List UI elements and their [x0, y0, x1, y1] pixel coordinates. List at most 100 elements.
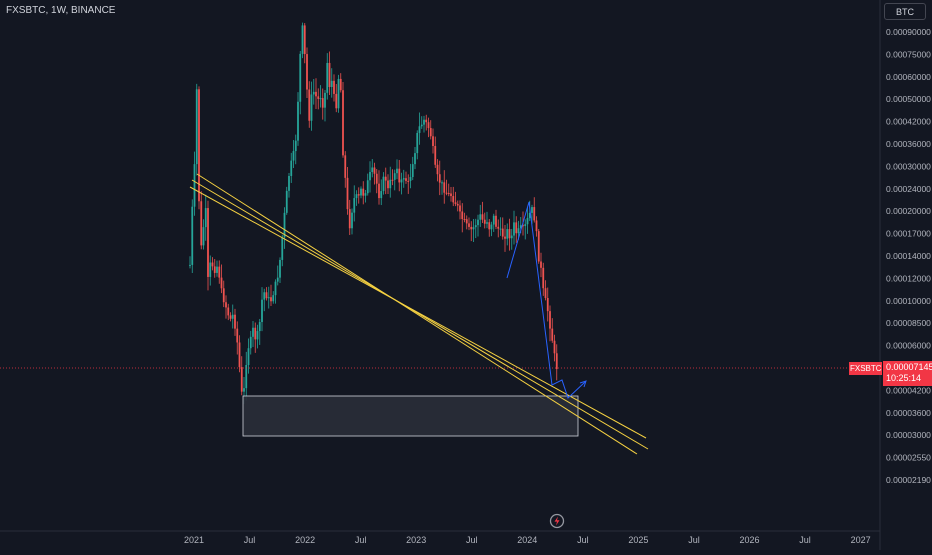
- candle-body: [227, 307, 230, 316]
- candle-body: [357, 194, 360, 196]
- candle-body: [472, 227, 475, 230]
- price-axis[interactable]: 0.00090000 0.00075000 0.00060000 0.00050000…: [886, 27, 931, 485]
- candle-body: [326, 62, 329, 93]
- candle-body: [380, 191, 383, 199]
- candle-body: [544, 288, 547, 298]
- candle-body: [434, 146, 437, 165]
- lightning-circle-icon[interactable]: [549, 513, 565, 529]
- candle-body: [414, 153, 416, 165]
- candle-body: [301, 25, 304, 54]
- x-tick-label: 2024: [517, 535, 537, 545]
- candle-body: [393, 173, 396, 180]
- candle-body: [468, 223, 470, 227]
- time-axis[interactable]: 2021 Jul 2022 Jul 2023 Jul 2024 Jul 2025 Jul 2026 J…: [184, 535, 871, 545]
- candle-body: [360, 188, 362, 196]
- candle-body: [427, 122, 430, 129]
- candle-body: [490, 224, 493, 230]
- candle-body: [510, 235, 513, 239]
- candle-body: [256, 331, 259, 340]
- y-tick-label: 0.00002190: [886, 475, 931, 485]
- drawings-layer[interactable]: [0, 173, 880, 455]
- y-tick-label: 0.00060000: [886, 72, 931, 82]
- candle-body: [337, 78, 340, 109]
- candle-body: [209, 262, 212, 277]
- candle-body: [436, 164, 439, 175]
- x-tick-label: 2026: [739, 535, 759, 545]
- candle-body: [488, 222, 491, 230]
- candles-layer: [189, 22, 558, 404]
- candle-body: [506, 229, 509, 239]
- candle-body: [418, 126, 421, 133]
- candle-body: [528, 212, 531, 218]
- candle-body: [495, 215, 497, 227]
- candle-body: [351, 212, 353, 229]
- candle-body: [346, 177, 349, 210]
- candle-body: [355, 194, 358, 199]
- candle-body: [499, 228, 502, 230]
- candle-body: [362, 188, 365, 196]
- y-tick-label: 0.00008500: [886, 318, 931, 328]
- candle-body: [443, 182, 446, 193]
- candle-body: [416, 132, 419, 154]
- currency-button[interactable]: BTC: [884, 3, 926, 20]
- y-tick-label: 0.00030000: [886, 161, 931, 171]
- candle-body: [285, 190, 288, 213]
- candle-body: [492, 215, 495, 225]
- candle-body: [407, 180, 410, 182]
- candle-body: [470, 226, 473, 230]
- y-tick-label: 0.00042000: [886, 117, 931, 127]
- candle-body: [501, 228, 504, 237]
- candle-body: [519, 225, 522, 229]
- candle-body: [240, 367, 243, 392]
- candle-body: [321, 98, 324, 108]
- support-zone: [242, 395, 579, 437]
- x-tick-label: Jul: [799, 535, 811, 545]
- candle-body: [364, 193, 367, 196]
- candle-body: [279, 259, 281, 278]
- candle-body: [382, 176, 385, 192]
- candle-body: [276, 277, 279, 282]
- candle-body: [290, 160, 293, 176]
- candle-body: [461, 211, 464, 220]
- candle-body: [429, 128, 432, 137]
- symbol-info[interactable]: FXSBTC, 1W, BINANCE: [6, 5, 116, 16]
- candle-body: [375, 173, 378, 184]
- candle-body: [474, 225, 477, 228]
- candle-body: [294, 140, 297, 152]
- candle-body: [483, 219, 486, 224]
- y-tick-label: 0.00003600: [886, 408, 931, 418]
- candle-body: [555, 353, 558, 370]
- y-tick-label: 0.00036000: [886, 139, 931, 149]
- candle-body: [423, 119, 425, 125]
- candle-body: [452, 196, 455, 203]
- x-tick-label: 2021: [184, 535, 204, 545]
- candle-body: [319, 98, 322, 100]
- x-tick-label: Jul: [244, 535, 256, 545]
- candle-body: [420, 124, 423, 127]
- candle-body: [508, 229, 511, 239]
- candle-body: [398, 168, 401, 183]
- last-price-tag: 0.00007145 10:25:14: [883, 361, 932, 386]
- candle-body: [546, 297, 549, 312]
- candle-body: [222, 288, 225, 303]
- candle-body: [249, 336, 252, 349]
- candle-body: [247, 348, 250, 365]
- candle-body: [299, 53, 302, 102]
- candle-body: [531, 207, 533, 213]
- candle-body: [252, 327, 254, 337]
- candle-body: [384, 176, 387, 181]
- candle-body: [238, 342, 241, 368]
- candle-body: [306, 54, 308, 90]
- x-tick-label: 2027: [851, 535, 871, 545]
- candle-body: [432, 136, 434, 147]
- candle-body: [445, 192, 448, 194]
- y-tick-label: 0.00010000: [886, 296, 931, 306]
- candle-body: [328, 62, 331, 88]
- candle-body: [231, 314, 234, 319]
- candle-body: [243, 388, 245, 392]
- candle-body: [387, 180, 389, 189]
- x-tick-label: 2023: [406, 535, 426, 545]
